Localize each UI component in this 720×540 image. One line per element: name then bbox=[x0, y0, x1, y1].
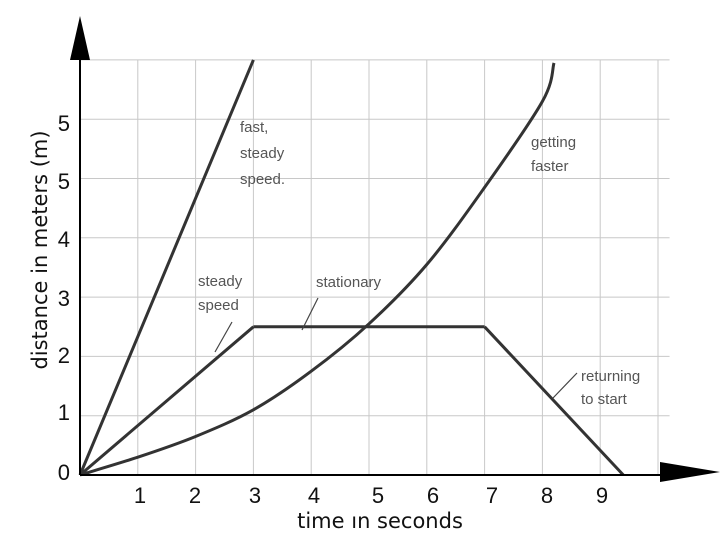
x-tick-label: 1 bbox=[134, 483, 146, 508]
x-tick-label: 7 bbox=[486, 483, 498, 508]
y-tick-label: 5 bbox=[58, 169, 70, 194]
annotations: fast, steady speed. steady speed stationary ge… bbox=[198, 119, 640, 408]
annotation-stationary: stationary bbox=[316, 274, 382, 291]
y-tick-label: 3 bbox=[58, 286, 70, 311]
y-tick-label: 1 bbox=[58, 400, 70, 425]
x-tick-label: 3 bbox=[249, 483, 261, 508]
series-line-steady-speed bbox=[79, 325, 255, 477]
series-line-fast-steady-speed bbox=[78, 59, 255, 476]
y-axis-arrow-icon bbox=[70, 16, 90, 60]
y-tick-label: 4 bbox=[58, 227, 70, 252]
axes bbox=[70, 16, 720, 482]
x-tick-label: 9 bbox=[596, 483, 608, 508]
series-line-getting-faster bbox=[79, 62, 556, 477]
series-line-returning-to-start bbox=[483, 325, 625, 477]
y-tick-label: 5 bbox=[58, 111, 70, 136]
annotation-returning-to-start: returning to start bbox=[581, 368, 640, 408]
x-tick-label: 6 bbox=[427, 483, 439, 508]
leader-line-returning-to-start bbox=[552, 372, 578, 399]
series-group bbox=[78, 59, 625, 477]
y-tick-label: 2 bbox=[58, 343, 70, 368]
annotation-steady-speed: steady speed bbox=[198, 273, 243, 314]
x-tick-label: 4 bbox=[308, 483, 320, 508]
x-tick-label: 5 bbox=[372, 483, 384, 508]
x-tick-label: 2 bbox=[189, 483, 201, 508]
x-axis-arrow-icon bbox=[660, 462, 720, 482]
x-tick-label: 8 bbox=[541, 483, 553, 508]
tick-labels: 1 2 3 4 5 6 7 8 9 0 1 2 3 4 5 5 bbox=[58, 111, 608, 508]
x-axis-title: time ın seconds bbox=[297, 509, 463, 533]
annotation-fast-steady-speed: fast, steady speed. bbox=[240, 119, 285, 188]
y-axis-title: distance in meters (m) bbox=[28, 130, 52, 369]
annotation-getting-faster: getting faster bbox=[531, 134, 576, 175]
grid bbox=[80, 59, 670, 475]
y-tick-label: 0 bbox=[58, 460, 70, 485]
leader-line-stationary bbox=[301, 297, 319, 331]
leader-line-steady-speed bbox=[214, 321, 233, 353]
